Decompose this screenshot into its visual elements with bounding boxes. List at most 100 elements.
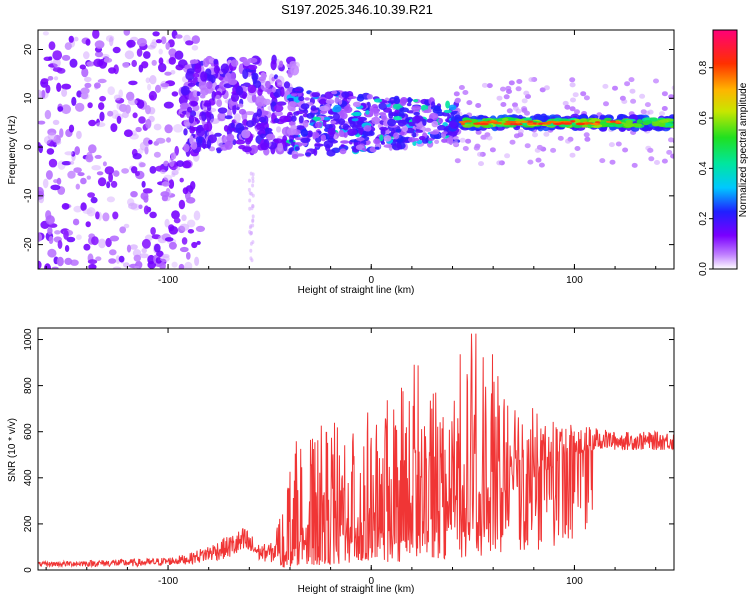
spectrogram-cell <box>107 86 115 96</box>
spectrogram-cell <box>96 122 106 128</box>
spectrogram-cell <box>143 195 149 203</box>
spectrogram-cell <box>338 129 345 137</box>
spectrogram-cell <box>126 39 136 48</box>
spectrogram-cell <box>103 57 113 63</box>
spectrogram-cell <box>171 210 180 220</box>
spectrogram-cell <box>429 112 439 121</box>
y-tick-label: 0 <box>23 144 34 150</box>
spectrogram-cell <box>94 154 102 159</box>
y-tick-label: 800 <box>23 377 34 394</box>
spectrogram-cell <box>475 129 482 135</box>
spectrogram-cell <box>127 98 138 106</box>
spectrogram-cell <box>387 118 397 127</box>
spectrogram-cell <box>388 112 398 116</box>
y-tick-label: -20 <box>23 237 34 252</box>
spectrogram-cell <box>515 121 521 124</box>
spectrogram-cell <box>273 118 280 124</box>
spectrogram-cell <box>286 127 297 136</box>
spectrogram-cell <box>227 78 238 86</box>
spectrogram-cell <box>644 120 653 125</box>
spectrogram-cell <box>83 51 90 60</box>
spectrogram-cell <box>98 238 106 249</box>
spectrogram-cell <box>481 82 488 88</box>
spectrogram-cell <box>423 109 432 114</box>
spectrogram-cell <box>56 177 62 185</box>
spectrogram-cell <box>257 88 263 96</box>
spectrogram-cell <box>38 260 42 269</box>
spectrogram-cell <box>273 138 283 144</box>
spectrogram-cell <box>261 73 267 79</box>
spectrogram-cell <box>249 144 259 154</box>
spectrogram-cell <box>437 124 446 131</box>
spectrogram-cell <box>352 101 362 108</box>
spectrogram-cell <box>164 71 172 76</box>
spectrogram-cell <box>139 162 146 168</box>
spectrogram-cell <box>347 128 357 136</box>
spectrogram-cell <box>599 114 606 121</box>
spectrogram-cell <box>294 146 300 151</box>
spectrogram-cell <box>289 120 296 127</box>
spectrogram-cell <box>300 128 309 137</box>
spectrogram-cell <box>312 116 322 121</box>
x-tick-label: 0 <box>368 576 374 587</box>
spectrogram-cell <box>168 179 175 189</box>
spectrogram-cell <box>661 106 668 111</box>
spectrogram-cell <box>520 120 529 124</box>
spectrogram-cell <box>230 59 239 67</box>
y-tick-label: 20 <box>23 44 34 56</box>
spectrogram-cell <box>465 138 472 144</box>
spectrogram-cell <box>109 36 114 47</box>
spectrogram-cell <box>189 59 196 65</box>
spectrogram-cell <box>216 137 223 148</box>
spectrogram-cell <box>263 98 272 106</box>
spectrogram-cell <box>375 146 380 150</box>
spectrogram-cell <box>289 101 297 108</box>
spectrogram-cell <box>152 31 160 37</box>
spectrogram-cell <box>622 147 629 153</box>
spectrogram-cell <box>671 85 674 91</box>
spectrogram-cell <box>599 158 606 164</box>
spectrogram-cell <box>94 51 104 58</box>
spectrogram-cell <box>73 167 82 174</box>
spectrogram-cell <box>160 255 170 263</box>
spectrogram-cell <box>191 35 200 44</box>
spectrogram-cell <box>200 71 208 82</box>
spectrogram-cell <box>82 209 93 215</box>
spectrogram-cell <box>176 166 181 171</box>
spectrogram-cell <box>524 117 533 122</box>
spectrogram-cell <box>99 95 106 102</box>
spectrogram-cell <box>64 257 73 265</box>
spectrogram-cell <box>95 211 100 220</box>
spectrogram-cell <box>164 237 174 242</box>
spectrogram-cell <box>257 101 263 109</box>
spectrogram-cell <box>400 97 408 104</box>
spectrogram-cell <box>72 218 80 226</box>
spectrogram-cell <box>380 113 387 122</box>
spectrogram-cell <box>238 103 244 108</box>
spectrogram-cell <box>160 83 170 88</box>
spectrogram-cell <box>194 256 200 266</box>
spectrogram-cell <box>452 140 459 146</box>
spectrogram-cell <box>429 131 439 135</box>
spectrogram-ylabel: Frequency (Hz) <box>7 116 18 185</box>
spectrogram-cell <box>138 204 143 210</box>
spectrogram-cell <box>625 119 633 125</box>
spectrogram-cell <box>98 102 105 110</box>
colorbar-label: Normalized spectral amplitude <box>738 82 749 217</box>
spectrogram-cell <box>323 116 331 121</box>
spectrogram-cell <box>256 108 262 118</box>
spectrogram-cell <box>71 96 77 106</box>
colorbar-tick-label: 0.0 <box>698 262 709 276</box>
spectrogram-cell <box>668 137 674 143</box>
spectrogram-cell <box>314 143 324 147</box>
spectrogram-cell <box>647 109 654 115</box>
spectrogram-cell <box>112 266 122 269</box>
spectrogram-cell <box>190 181 196 190</box>
spectrogram-cell <box>424 127 432 132</box>
spectrogram-cell <box>265 133 276 141</box>
colorbar-ticks: 0.0 0.2 0.4 0.6 0.8 <box>698 60 713 276</box>
spectrogram-cell <box>260 121 265 127</box>
spectrogram-cell <box>503 122 511 126</box>
spectrogram-cell <box>190 101 199 106</box>
